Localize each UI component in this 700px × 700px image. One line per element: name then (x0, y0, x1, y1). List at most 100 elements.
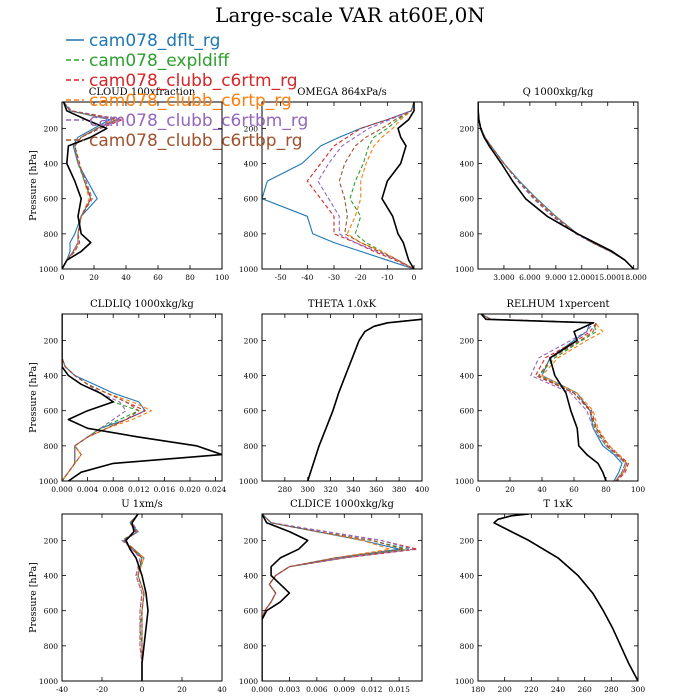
panel-1: CLOUD 100xfraction 0 20 40 60 80 100 200 400 600 8… (28, 87, 229, 282)
panel-frame (477, 313, 639, 482)
y-tick-label: 800 (244, 642, 259, 651)
panel-6: RELHUM 1xpercent 0 20 40 60 80 100 200 400 600 800… (455, 299, 645, 494)
y-tick-label: 200 (44, 124, 59, 133)
series-line (121, 514, 143, 681)
legend-item: cam078_clubb_c6rtp_rg (66, 91, 292, 111)
y-tick-label: 800 (244, 442, 259, 451)
y-tick-label: 400 (44, 160, 59, 169)
obs-line (493, 514, 638, 681)
y-tick-label: 800 (44, 442, 59, 451)
series-line (307, 318, 421, 481)
panel-8: CLDICE 1000xkg/kg 0.000 0.003 0.006 0.009 0.0… (239, 499, 423, 694)
x-tick-label: 0.016 (154, 485, 176, 494)
y-tick-label: 1000 (39, 265, 58, 274)
x-tick-label: -40 (56, 685, 68, 694)
x-tick-label: 0.015 (388, 685, 410, 694)
series-line (262, 514, 400, 681)
y-tick-label: 800 (44, 642, 59, 651)
panel-frame (477, 101, 639, 270)
x-tick-label: 20 (89, 273, 99, 282)
series-line (478, 102, 635, 269)
y-tick-label: 400 (44, 572, 59, 581)
x-tick-label: 80 (185, 273, 195, 282)
series-line (493, 514, 638, 681)
panel-title: Q 1000xkg/kg (523, 87, 594, 98)
y-tick-label: 400 (460, 160, 475, 169)
panel-title: CLDICE 1000xkg/kg (290, 499, 394, 510)
y-tick-label: 200 (44, 336, 59, 345)
y-tick-label: 1000 (239, 265, 258, 274)
plot-area (480, 314, 629, 481)
panel-frame (477, 513, 639, 682)
y-axis-label: Pressure [hPa] (28, 362, 39, 433)
y-tick-label: 400 (244, 160, 259, 169)
series-line (62, 102, 111, 269)
y-tick-label: 600 (460, 195, 475, 204)
y-tick-label: 200 (244, 124, 259, 133)
series-line (478, 102, 635, 269)
y-tick-label: 800 (244, 230, 259, 239)
series-line (480, 314, 626, 481)
series-line (493, 514, 638, 681)
legend-item: cam078_expldiff (66, 51, 231, 71)
x-tick-label: 0 (412, 273, 417, 282)
y-tick-label: 600 (460, 607, 475, 616)
y-tick-label: 800 (460, 642, 475, 651)
x-tick-label: 360 (369, 485, 384, 494)
x-tick-label: 280 (604, 685, 619, 694)
x-tick-label: -20 (355, 273, 367, 282)
x-tick-label: 0.012 (361, 685, 383, 694)
panel-5: THETA 1.0xK 280 300 320 340 360 380 400 200 400 60… (239, 299, 429, 494)
y-tick-label: 1000 (455, 677, 474, 686)
panel-2: OMEGA 864xPa/s -50 -40 -30 -20 -10 0 200 400 600 8… (239, 87, 423, 282)
panel-3: Q 1000xkg/kg3.000 6.000 9.000 12.000 15.000 1… (455, 87, 647, 282)
y-tick-label: 800 (44, 230, 59, 239)
series-line (306, 102, 415, 269)
series-line (480, 314, 629, 481)
legend-item: cam078_dflt_rg (66, 31, 220, 51)
series-line (478, 102, 635, 269)
x-tick-label: 6.000 (519, 273, 541, 282)
series-line (493, 514, 638, 681)
y-tick-label: 1000 (455, 265, 474, 274)
panel-title: OMEGA 864xPa/s (297, 87, 387, 98)
obs-line (62, 102, 108, 269)
series-line (307, 318, 421, 481)
y-tick-label: 200 (460, 124, 475, 133)
legend-label: cam078_dflt_rg (89, 31, 220, 51)
y-tick-label: 800 (460, 230, 475, 239)
series-line (62, 102, 119, 269)
x-tick-label: 240 (551, 685, 566, 694)
series-line (62, 314, 140, 481)
y-tick-label: 200 (244, 536, 259, 545)
x-tick-label: 340 (346, 485, 361, 494)
x-tick-label: 220 (524, 685, 539, 694)
x-tick-label: 100 (631, 485, 646, 494)
x-tick-label: 0 (140, 685, 145, 694)
series-line (317, 102, 415, 269)
series-line (480, 314, 628, 481)
x-tick-label: -50 (275, 273, 287, 282)
panel-title: U 1xm/s (121, 499, 163, 510)
panel-title: THETA 1.0xK (308, 299, 377, 310)
obs-line (478, 102, 635, 269)
legend-label: cam078_clubb_c6rtp_rg (89, 91, 292, 111)
series-line (62, 314, 127, 481)
x-tick-label: -10 (381, 273, 393, 282)
x-tick-label: 60 (569, 485, 579, 494)
series-line (307, 318, 421, 481)
series-line (307, 318, 421, 481)
y-tick-label: 600 (244, 607, 259, 616)
x-tick-label: 180 (471, 685, 486, 694)
legend-item: cam078_clubb_c6rtbp_rg (66, 131, 303, 151)
x-tick-label: 40 (121, 273, 131, 282)
plot-area (493, 514, 638, 681)
x-tick-label: 0.006 (306, 685, 328, 694)
series-line (493, 514, 638, 681)
x-tick-label: 380 (392, 485, 407, 494)
panel-frame (61, 101, 223, 270)
x-tick-label: -30 (328, 273, 340, 282)
panel-9: T 1xK 180 200 220 240 260 280 300 200 400 600 800 10… (455, 499, 645, 694)
y-tick-label: 1000 (39, 677, 58, 686)
